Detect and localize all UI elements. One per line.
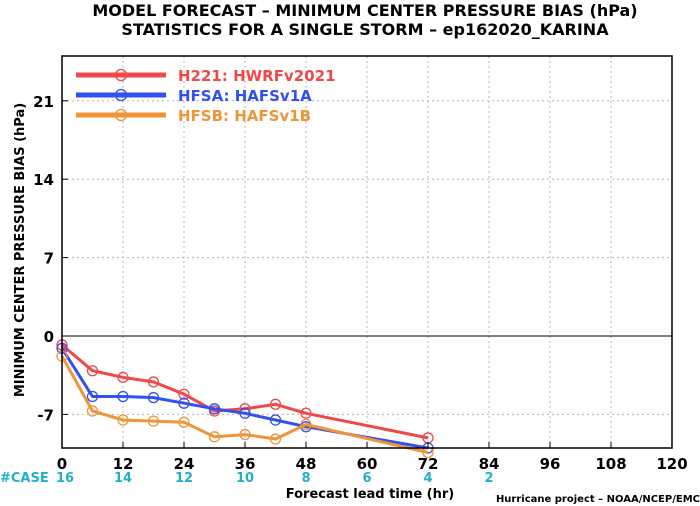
y-tick-label: -7	[37, 406, 54, 424]
data-point	[178, 416, 190, 428]
case-count-label: #CASE	[0, 471, 49, 486]
data-point	[269, 414, 282, 426]
x-tick-label: 108	[595, 455, 626, 473]
chart-title-line-1: MODEL FORECAST – MINIMUM CENTER PRESSURE…	[92, 1, 637, 20]
series-line	[60, 355, 429, 454]
legend-entry: HFSB: HAFSv1B	[178, 107, 311, 125]
x-tick-label: 96	[540, 455, 561, 473]
case-count: 14	[114, 471, 132, 486]
case-count: 16	[56, 471, 74, 486]
case-count: 6	[362, 471, 371, 486]
chart-title-line-2: STATISTICS FOR A SINGLE STORM – ep162020…	[121, 20, 609, 39]
data-point	[147, 415, 160, 427]
data-point	[117, 390, 129, 403]
case-count: 4	[423, 471, 432, 486]
x-tick-label: 36	[235, 455, 256, 473]
legend-marker	[114, 88, 128, 102]
data-point	[86, 390, 99, 403]
x-tick-label: 12	[113, 455, 134, 473]
data-point	[86, 365, 99, 377]
x-tick-label: 72	[418, 455, 439, 473]
x-tick-label: 60	[357, 455, 378, 473]
x-tick-label: 24	[174, 455, 195, 473]
data-point	[208, 403, 221, 415]
data-point	[300, 418, 312, 431]
legend-entry: H221: HWRFv2021	[178, 67, 336, 85]
legend-marker	[114, 108, 128, 122]
data-point	[117, 414, 129, 426]
data-point	[269, 433, 282, 445]
case-count: 2	[484, 471, 493, 486]
y-tick-label: 7	[44, 250, 54, 268]
x-tick-label: 120	[656, 455, 687, 473]
x-tick-label: 48	[296, 455, 317, 473]
case-count: 8	[301, 471, 310, 486]
series-line	[60, 347, 429, 450]
data-point	[239, 428, 251, 441]
legend-entry: HFSA: HAFSv1A	[178, 87, 312, 105]
x-tick-label: 84	[479, 455, 500, 473]
data-point	[178, 388, 190, 400]
credit-text: Hurricane project – NOAA/NCEP/EMC	[496, 494, 700, 505]
x-axis-label: Forecast lead time (hr)	[286, 487, 454, 502]
data-point	[86, 405, 99, 417]
data-point	[147, 376, 160, 388]
x-tick-label: 0	[57, 455, 67, 473]
data-point	[147, 391, 160, 404]
y-tick-label: 14	[33, 171, 54, 189]
y-tick-label: 21	[33, 93, 54, 111]
data-point	[239, 407, 251, 419]
series-line	[61, 343, 429, 440]
data-point	[300, 407, 312, 419]
y-tick-label: 0	[44, 328, 54, 346]
legend-marker	[114, 68, 128, 82]
y-axis-label: MINIMUM CENTER PRESSURE BIAS (hPa)	[13, 103, 28, 397]
data-point	[178, 397, 190, 409]
case-count: 10	[236, 471, 254, 486]
data-point	[117, 371, 129, 384]
data-point	[208, 431, 221, 443]
data-point	[269, 398, 282, 410]
case-count: 12	[175, 471, 193, 486]
